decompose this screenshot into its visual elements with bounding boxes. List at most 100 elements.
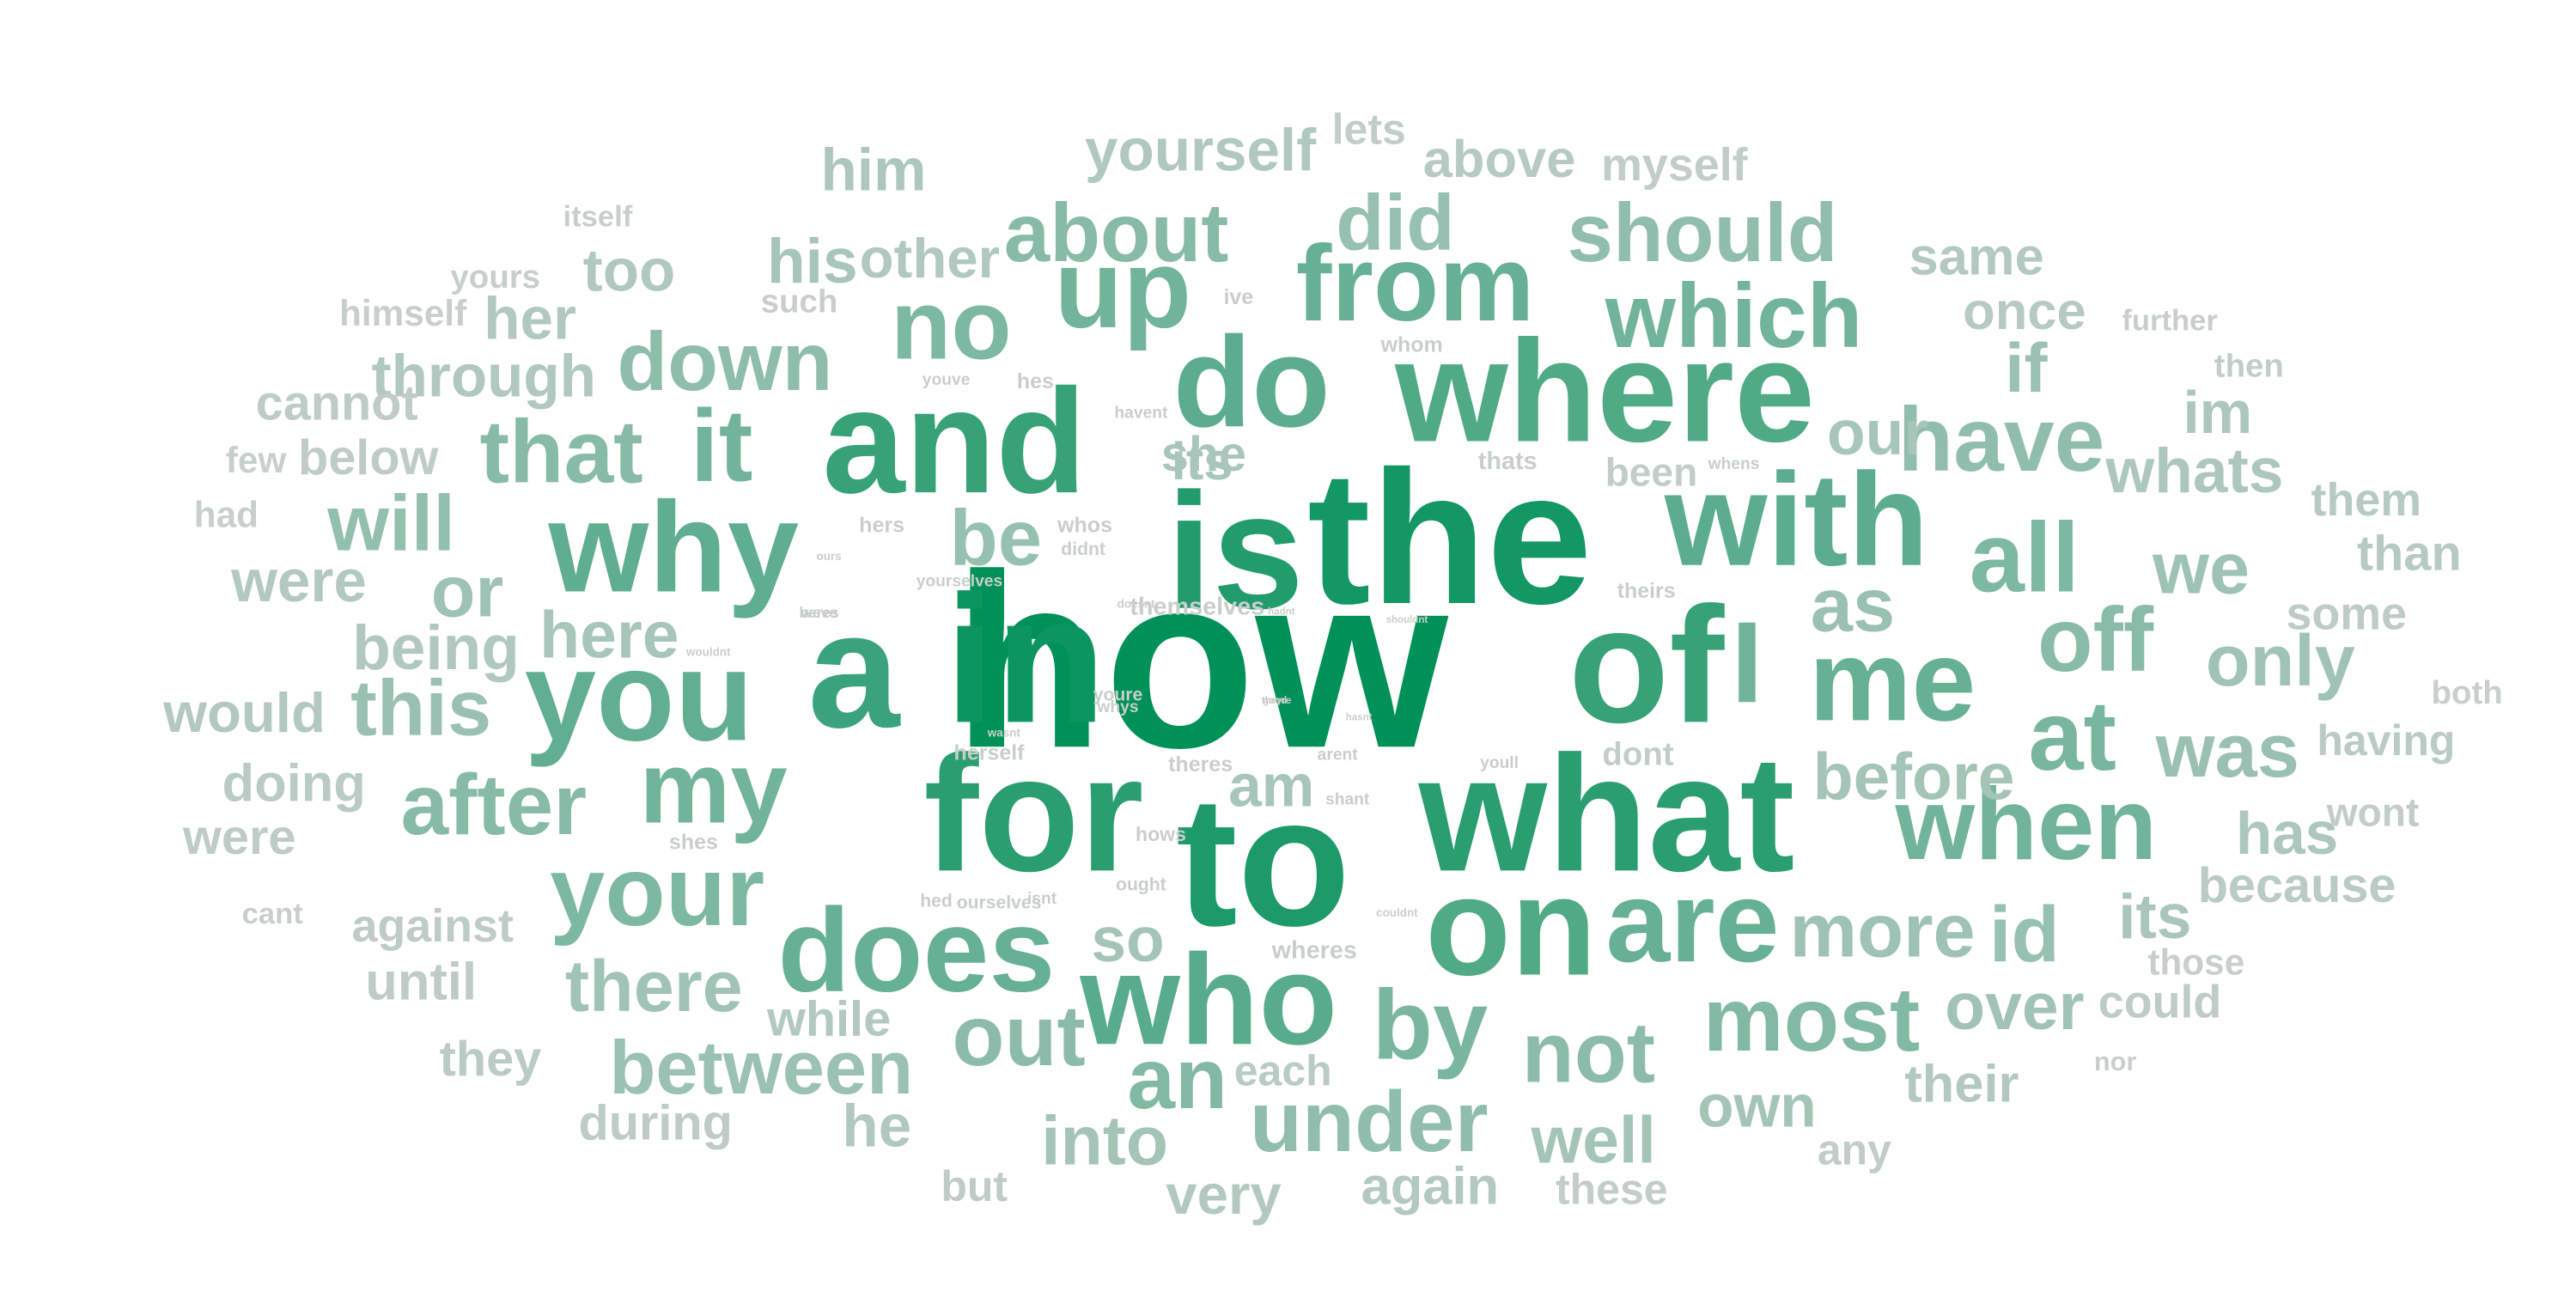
word-an: an xyxy=(1127,1032,1227,1127)
word-doesnt: doesnt xyxy=(1117,598,1156,611)
word-because: because xyxy=(2198,858,2396,913)
word-by: by xyxy=(1373,971,1489,1081)
word-from: from xyxy=(1296,224,1535,344)
word-hadnt: hadnt xyxy=(1268,606,1295,617)
word-during: during xyxy=(579,1096,733,1151)
word-until: until xyxy=(365,952,477,1011)
word-so: so xyxy=(1091,905,1164,975)
word-ourselves: ourselves xyxy=(957,893,1042,913)
word-being: being xyxy=(352,613,520,683)
word-any: any xyxy=(1818,1126,1891,1174)
word-is: is xyxy=(1166,459,1304,643)
word-very: very xyxy=(1166,1163,1282,1226)
word-youve: youve xyxy=(923,371,971,389)
word-cant: cant xyxy=(242,898,304,930)
word-its: its xyxy=(1172,432,1233,491)
word-shant: shant xyxy=(1325,790,1370,808)
word-hows: hows xyxy=(1136,823,1186,845)
word-had: had xyxy=(194,495,259,535)
word-do: do xyxy=(1173,309,1331,454)
word-their: their xyxy=(1904,1055,2019,1114)
word-been: been xyxy=(1605,449,1698,494)
word-a: a xyxy=(807,577,901,762)
word-some: some xyxy=(2286,588,2407,640)
word-she: she xyxy=(1161,427,1246,482)
word-its: its xyxy=(2118,882,2191,952)
word-when: when xyxy=(1895,767,2158,881)
word-we: we xyxy=(2152,527,2250,608)
word-be: be xyxy=(949,493,1042,582)
word-under: under xyxy=(1250,1075,1489,1170)
word-about: about xyxy=(1004,187,1229,279)
word-for: for xyxy=(923,721,1143,905)
word-you: you xyxy=(525,624,754,768)
word-are: are xyxy=(1605,856,1779,986)
word-on: on xyxy=(1425,847,1597,1004)
word-yourself: yourself xyxy=(1085,116,1317,183)
word-hed: hed xyxy=(920,892,953,911)
word-will: will xyxy=(326,478,455,567)
word-not: not xyxy=(1522,1005,1655,1100)
word-whens: whens xyxy=(1708,455,1760,473)
word-her: her xyxy=(484,284,576,351)
word-himself: himself xyxy=(339,293,467,333)
word-him: him xyxy=(820,136,926,203)
word-how: how xyxy=(953,523,1449,800)
word-whys: whys xyxy=(1096,698,1138,716)
word-they: they xyxy=(440,1032,542,1087)
word-me: me xyxy=(1809,615,1976,745)
word-same: same xyxy=(1909,227,2044,286)
word-nor: nor xyxy=(2094,1046,2137,1076)
word-id: id xyxy=(1989,889,2060,978)
word-wouldnt: wouldnt xyxy=(685,645,731,658)
word-your: your xyxy=(550,837,764,947)
word-doing: doing xyxy=(222,754,366,813)
word-other: other xyxy=(860,227,1000,289)
word-having: having xyxy=(2317,716,2455,765)
word-which: which xyxy=(1605,265,1863,367)
word-good: good xyxy=(1263,696,1287,706)
word-couldnt: couldnt xyxy=(1376,906,1418,919)
word-where: where xyxy=(1394,310,1815,472)
word-well: well xyxy=(1531,1104,1656,1178)
word-my: my xyxy=(639,731,787,845)
word-all: all xyxy=(1970,503,2080,612)
word-such: such xyxy=(761,283,838,320)
word-only: only xyxy=(2206,619,2355,701)
word-am: am xyxy=(1228,752,1314,819)
word-have: have xyxy=(1898,389,2105,490)
word-off: off xyxy=(2037,589,2154,691)
word-these: these xyxy=(1556,1166,1668,1214)
word-hers: hers xyxy=(859,513,904,537)
word-themselves: themselves xyxy=(1130,593,1264,620)
word-to: to xyxy=(1176,758,1350,965)
word-as: as xyxy=(1811,563,1895,648)
word-that: that xyxy=(479,402,642,502)
word-the: the xyxy=(1307,431,1592,643)
word-itself: itself xyxy=(563,201,633,234)
word-who: who xyxy=(1079,927,1337,1071)
word-or: or xyxy=(431,550,504,631)
word-im: im xyxy=(2183,379,2252,446)
word-of: of xyxy=(1568,572,1725,757)
word-heres: heres xyxy=(799,604,838,621)
word-youll: youll xyxy=(1480,754,1519,772)
word-against: against xyxy=(351,900,513,952)
word-this: this xyxy=(350,663,491,752)
word-up: up xyxy=(1054,226,1191,351)
word-could: could xyxy=(2098,976,2222,1027)
word-but: but xyxy=(941,1162,1008,1210)
word-there: there xyxy=(565,945,743,1027)
word-youre: youre xyxy=(1093,685,1143,704)
word-theres: theres xyxy=(1168,752,1233,777)
word-should: should xyxy=(1568,187,1838,279)
word-i: I xyxy=(1731,597,1763,727)
word-shouldnt: shouldnt xyxy=(1386,615,1428,625)
word-he: he xyxy=(842,1092,911,1159)
word-ive: ive xyxy=(1223,285,1253,309)
word-no: no xyxy=(891,270,1012,380)
word-once: once xyxy=(1963,282,2086,341)
word-wont: wont xyxy=(2326,789,2420,834)
word-weve: weve xyxy=(800,604,837,621)
